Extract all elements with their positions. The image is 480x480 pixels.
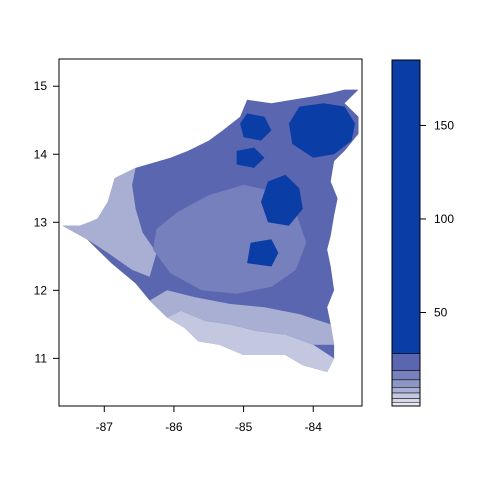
colorbar: 50 100 150	[391, 59, 454, 407]
colorbar-band	[391, 59, 421, 354]
colorbar-band	[391, 402, 421, 407]
region-core-south	[247, 239, 279, 267]
x-tick-label: -87	[96, 420, 114, 434]
colorbar-tick-label: 100	[434, 212, 454, 226]
region-core-central-north	[236, 147, 265, 168]
y-tick-label: 11	[35, 351, 48, 365]
region-core-central	[261, 174, 303, 226]
colorbar-band	[391, 392, 421, 399]
colorbar-tick-label: 50	[434, 305, 448, 319]
y-tick-label: 13	[34, 215, 48, 229]
y-tick-label: 12	[34, 283, 48, 297]
colorbar-band	[391, 387, 421, 394]
y-tick-label: 15	[34, 79, 48, 93]
colorbar-tick-label: 150	[434, 118, 454, 132]
colorbar-band	[391, 370, 421, 381]
region-south-lowland	[167, 310, 335, 372]
region-southern-belt	[149, 290, 335, 345]
y-axis: 11 12 13 14 15	[34, 79, 59, 365]
contour-regions	[62, 89, 359, 372]
x-tick-label: -85	[235, 420, 253, 434]
colorbar-band	[391, 398, 421, 403]
y-tick-label: 14	[34, 147, 48, 161]
x-tick-label: -86	[165, 420, 183, 434]
colorbar-band	[391, 353, 421, 371]
region-west-lowland	[62, 167, 157, 277]
region-core-northeast	[288, 103, 355, 158]
plot-frame	[58, 58, 363, 407]
x-axis: -87 -86 -85 -84	[96, 406, 323, 434]
colorbar-band	[391, 379, 421, 388]
region-core-north	[240, 113, 272, 141]
colorbar-frame	[391, 59, 421, 407]
x-tick-label: -84	[305, 420, 323, 434]
